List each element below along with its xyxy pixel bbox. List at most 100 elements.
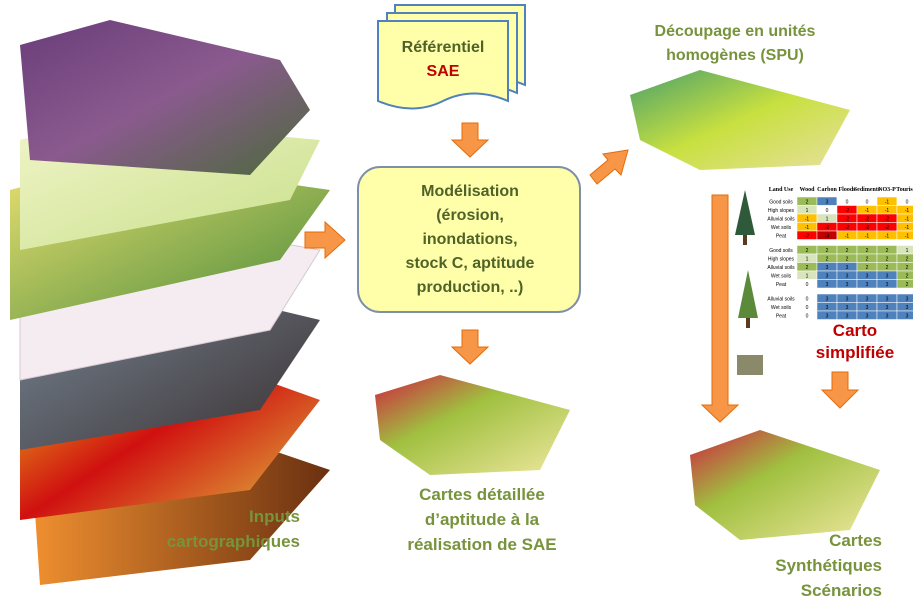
cell-value: -2: [845, 216, 850, 222]
row-label: Peat: [776, 313, 787, 319]
cell-value: -2: [885, 225, 890, 231]
synthetic-label: Cartes: [829, 531, 882, 550]
decoupage-label: homogènes (SPU): [666, 47, 804, 64]
cell-value: 3: [826, 296, 829, 302]
cell-value: -3: [825, 233, 830, 239]
synthetic-label: Synthétiques: [775, 556, 882, 575]
row-label: Alluvial soils: [767, 216, 795, 222]
model-line: stock C, aptitude: [406, 255, 535, 272]
cell-value: -2: [885, 216, 890, 222]
cell-value: 2: [906, 256, 909, 262]
row-label: Good soils: [769, 248, 793, 254]
cell-value: 3: [846, 313, 849, 319]
cell-value: -2: [845, 225, 850, 231]
cell-value: -2: [845, 208, 850, 214]
table-header: Land Use: [769, 187, 794, 193]
cell-value: -2: [825, 225, 830, 231]
table-header: Wood: [799, 187, 815, 193]
cell-value: 2: [846, 248, 849, 254]
cell-value: -1: [905, 216, 910, 222]
cell-value: -1: [885, 208, 890, 214]
spu-map: [630, 70, 850, 170]
cell-value: 0: [866, 199, 869, 205]
cell-value: 3: [886, 273, 889, 279]
cell-value: 3: [886, 305, 889, 311]
cell-value: 1: [806, 208, 809, 214]
row-label: Alluvial soils: [767, 296, 795, 302]
table-header: Carbon: [817, 187, 837, 193]
detailed-map: [375, 375, 570, 475]
cell-value: -1: [865, 233, 870, 239]
row-label: Peat: [776, 233, 787, 239]
cell-value: 3: [866, 273, 869, 279]
cell-value: -2: [865, 216, 870, 222]
cell-value: -2: [865, 225, 870, 231]
cell-value: 2: [846, 256, 849, 262]
row-label: Peat: [776, 282, 787, 288]
table-header: Sediments: [854, 187, 881, 193]
tree-icons: [735, 190, 763, 375]
row-label: High slopes: [768, 208, 795, 214]
arrow: [590, 150, 628, 184]
cell-value: 2: [806, 248, 809, 254]
cell-value: 3: [866, 313, 869, 319]
cell-value: 3: [846, 273, 849, 279]
cell-value: 2: [906, 282, 909, 288]
carto-label: simplifiée: [816, 343, 894, 362]
cell-value: 3: [846, 282, 849, 288]
cell-value: -1: [905, 208, 910, 214]
cell-value: 0: [806, 296, 809, 302]
inputs-label: cartographiques: [167, 532, 300, 551]
cell-value: -1: [865, 208, 870, 214]
detailed-label: d’aptitude à la: [425, 510, 540, 529]
cell-value: 2: [826, 256, 829, 262]
row-label: Wet soils: [771, 225, 792, 231]
cell-value: 3: [886, 296, 889, 302]
cell-value: 3: [906, 305, 909, 311]
input-maps: [10, 20, 330, 585]
cell-value: 3: [906, 313, 909, 319]
cell-value: 3: [866, 282, 869, 288]
cell-value: 2: [806, 199, 809, 205]
model-line: (érosion,: [436, 207, 504, 224]
cell-value: 3: [846, 305, 849, 311]
cell-value: 3: [886, 313, 889, 319]
cell-value: -1: [885, 199, 890, 205]
detailed-label: réalisation de SAE: [407, 535, 556, 554]
row-label: Wet soils: [771, 273, 792, 279]
cell-value: 0: [846, 199, 849, 205]
cell-value: 2: [906, 273, 909, 279]
cell-value: -1: [905, 233, 910, 239]
referentiel-sae: SAE: [427, 63, 460, 80]
cell-value: 0: [906, 199, 909, 205]
cell-value: 3: [826, 305, 829, 311]
row-label: High slopes: [768, 256, 795, 262]
inputs-label: Inputs: [249, 507, 300, 526]
synthetic-label: Scénarios: [801, 581, 882, 600]
cell-value: 1: [806, 273, 809, 279]
model-line: production, ..): [417, 279, 524, 296]
cell-value: -1: [805, 216, 810, 222]
cell-value: 0: [826, 208, 829, 214]
table-header: NO3-P: [878, 187, 896, 193]
cell-value: 3: [826, 199, 829, 205]
cell-value: 2: [866, 248, 869, 254]
diagram: Inputs cartographiques Référentiel SAE M…: [0, 0, 913, 605]
cell-value: 2: [806, 265, 809, 271]
row-label: Alluvial soils: [767, 265, 795, 271]
arrow: [452, 330, 488, 364]
cell-value: 3: [906, 296, 909, 302]
cell-value: 3: [886, 282, 889, 288]
cell-value: -2: [805, 233, 810, 239]
cell-value: 3: [826, 273, 829, 279]
cell-value: 2: [886, 256, 889, 262]
cell-value: 1: [806, 256, 809, 262]
cell-value: 2: [826, 248, 829, 254]
cell-value: 2: [866, 256, 869, 262]
cell-value: 3: [826, 282, 829, 288]
arrow: [822, 372, 858, 408]
cell-value: -1: [905, 225, 910, 231]
cell-value: 2: [886, 265, 889, 271]
cell-value: -1: [845, 233, 850, 239]
